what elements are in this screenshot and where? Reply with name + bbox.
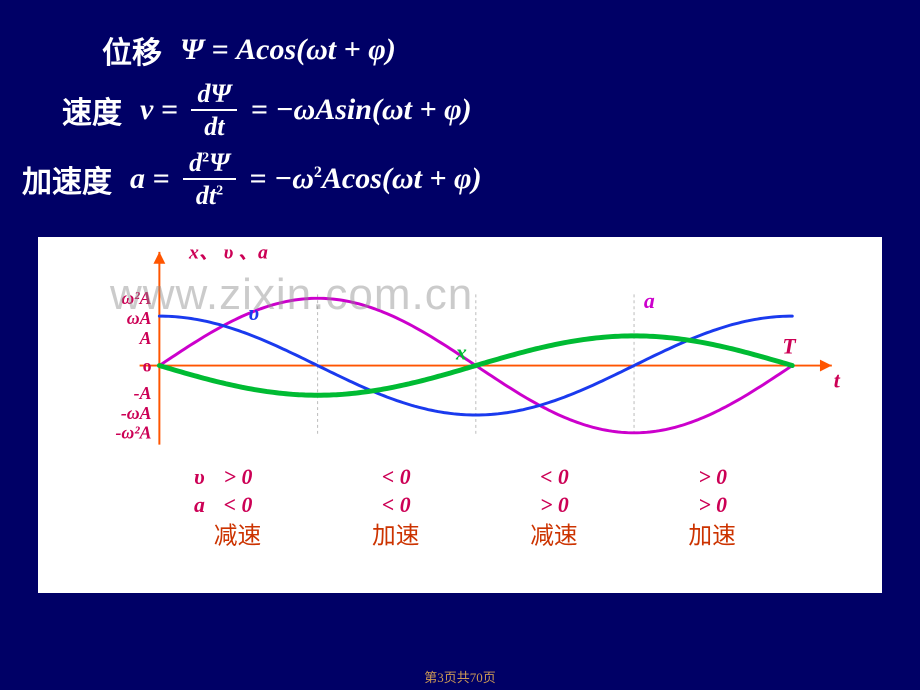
- svg-text:ωA: ωA: [127, 308, 152, 328]
- svg-text:t: t: [834, 368, 841, 392]
- svg-text:a: a: [644, 289, 655, 313]
- svg-text:-A: -A: [134, 383, 152, 403]
- frac-acceleration: d2Ψ dt2: [183, 149, 236, 210]
- eq-displacement: 位移 Ψ = Acos(ωt + φ): [0, 28, 920, 72]
- svg-text:-ωA: -ωA: [121, 403, 152, 423]
- eq-velocity: 速度 v = dΨ dt = −ωAsin(ωt + φ): [0, 80, 920, 141]
- chart-panel: ω²AωAAo-A-ωA-ω²Ax、 υ 、atTυxaυ> 0< 0< 0> …: [36, 235, 884, 595]
- eq-label-displacement: 位移: [0, 28, 180, 72]
- svg-text:x、 υ 、a: x、 υ 、a: [188, 242, 268, 264]
- svg-text:减速: 减速: [530, 523, 577, 550]
- svg-text:< 0: < 0: [540, 465, 569, 489]
- svg-text:> 0: > 0: [224, 465, 253, 489]
- svg-text:T: T: [782, 335, 796, 359]
- eq-body-displacement: Ψ = Acos(ωt + φ): [180, 33, 396, 67]
- svg-text:减速: 减速: [214, 523, 261, 550]
- svg-text:加速: 加速: [688, 523, 735, 550]
- svg-text:加速: 加速: [372, 523, 419, 550]
- eq-acceleration: 加速度 a = d2Ψ dt2 = −ω2Acos(ωt + φ): [0, 149, 920, 210]
- svg-text:x: x: [455, 341, 467, 365]
- svg-text:ω²A: ω²A: [121, 288, 151, 308]
- footer-text: 第3页共70页: [0, 667, 920, 686]
- svg-text:-ω²A: -ω²A: [115, 423, 151, 443]
- svg-text:< 0: < 0: [382, 493, 411, 517]
- eq-label-velocity: 速度: [0, 88, 140, 132]
- svg-text:A: A: [139, 328, 152, 348]
- svg-text:υ: υ: [248, 301, 259, 325]
- svg-text:o: o: [143, 356, 152, 376]
- svg-text:υ: υ: [194, 465, 205, 489]
- svg-text:> 0: > 0: [540, 493, 569, 517]
- svg-text:< 0: < 0: [382, 465, 411, 489]
- frac-velocity: dΨ dt: [191, 80, 237, 141]
- eq-label-acceleration: 加速度: [0, 157, 130, 201]
- equations-block: 位移 Ψ = Acos(ωt + φ) 速度 v = dΨ dt = −ωAsi…: [0, 0, 920, 227]
- svg-text:a: a: [194, 493, 205, 517]
- svg-text:> 0: > 0: [698, 493, 727, 517]
- eq-body-velocity: v = dΨ dt = −ωAsin(ωt + φ): [140, 80, 472, 141]
- eq-body-acceleration: a = d2Ψ dt2 = −ω2Acos(ωt + φ): [130, 149, 482, 210]
- chart-svg: ω²AωAAo-A-ωA-ω²Ax、 υ 、atTυxaυ> 0< 0< 0> …: [38, 237, 882, 593]
- svg-text:> 0: > 0: [698, 465, 727, 489]
- svg-text:< 0: < 0: [224, 493, 253, 517]
